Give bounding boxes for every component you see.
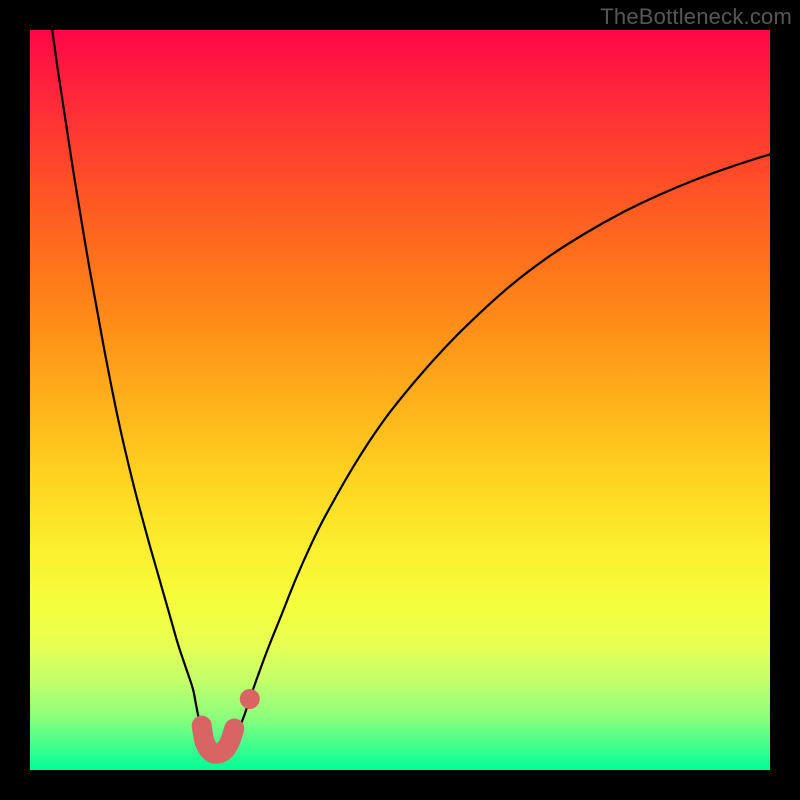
plot-area	[30, 30, 770, 770]
plot-svg	[30, 30, 770, 770]
watermark-text: TheBottleneck.com	[600, 4, 792, 30]
bottom-blob-dot	[240, 689, 260, 709]
